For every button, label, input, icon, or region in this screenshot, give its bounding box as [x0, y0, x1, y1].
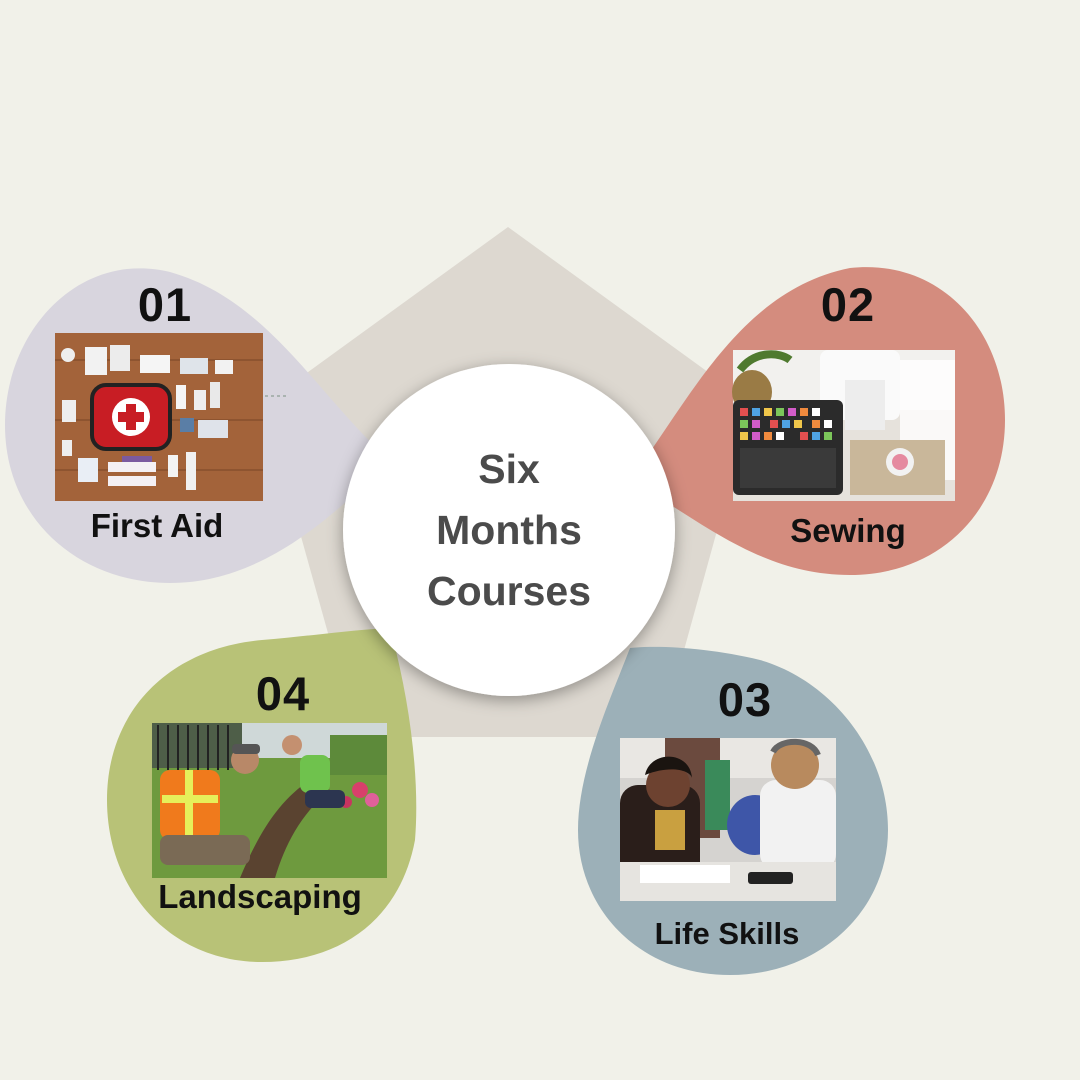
- landscaping-workers-photo: [152, 723, 387, 878]
- label-landscaping: Landscaping: [158, 878, 362, 915]
- center-line-2: Months: [436, 506, 582, 553]
- sewing-supplies-photo: [732, 350, 955, 501]
- number-03: 03: [717, 673, 773, 726]
- label-sewing: Sewing: [790, 512, 906, 549]
- number-04: 04: [255, 667, 311, 720]
- first-aid-kit-photo: [55, 333, 263, 501]
- label-first-aid: First Aid: [90, 507, 224, 544]
- people-studying-photo: [620, 738, 836, 901]
- center-line-1: Six: [478, 445, 540, 492]
- number-01: 01: [137, 278, 193, 331]
- center-title: Six Months Courses: [343, 364, 675, 696]
- center-circle: [343, 364, 675, 696]
- number-02: 02: [820, 278, 876, 331]
- label-life-skills: Life Skills: [654, 916, 800, 951]
- center-line-3: Courses: [426, 567, 592, 614]
